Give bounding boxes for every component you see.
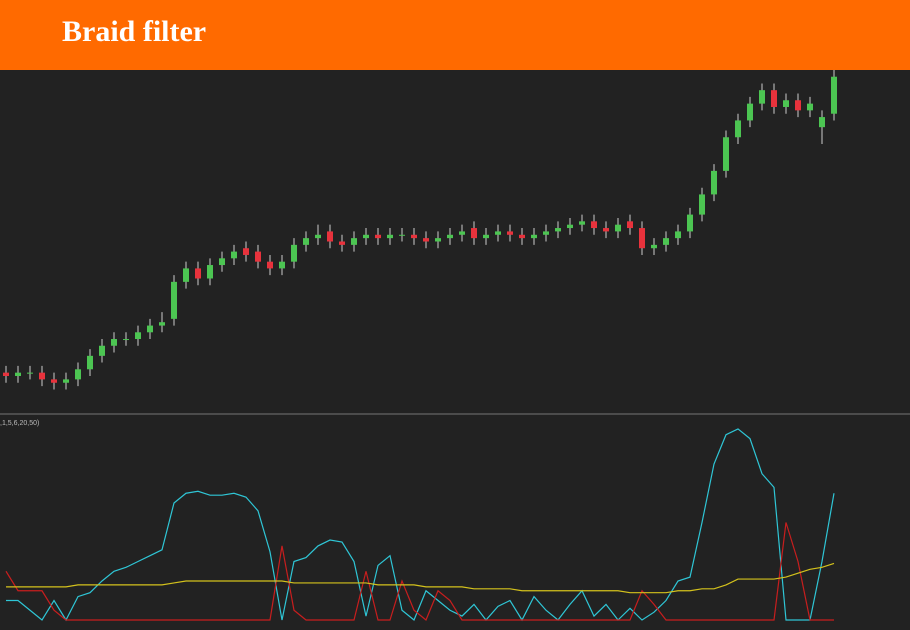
candle-body [603, 228, 609, 232]
candle-body [735, 120, 741, 138]
indicator-line [5, 522, 834, 621]
candle-body [819, 117, 825, 128]
candle-body [663, 238, 669, 245]
candle-body [363, 234, 369, 239]
candle-body [231, 251, 237, 259]
candle-body [87, 355, 93, 370]
candle-body [759, 90, 765, 104]
candle-body [555, 228, 561, 232]
candle-body [207, 265, 213, 279]
candle-body [795, 100, 801, 111]
candle-body [675, 231, 681, 239]
candle-body [747, 103, 753, 121]
candle-body [51, 379, 57, 383]
candle-body [375, 234, 381, 239]
candle-body [411, 234, 417, 239]
candle-body [807, 103, 813, 111]
candle-body [351, 238, 357, 245]
candle-body [3, 372, 9, 377]
candle-body [591, 221, 597, 229]
candle-body [15, 372, 21, 377]
indicator-line [6, 562, 835, 594]
candle-body [39, 372, 45, 380]
candle-body [303, 238, 309, 245]
candle-body [831, 76, 837, 114]
candle-body [135, 332, 141, 340]
candle-body [495, 231, 501, 235]
indicator-label: ,1,5,6,20,50) [0, 420, 39, 427]
candle-body [327, 231, 333, 242]
candle-body [195, 268, 201, 279]
candle-body [27, 372, 33, 374]
candle-body [531, 234, 537, 239]
candle-body [459, 231, 465, 235]
candle-body [255, 251, 261, 262]
candle-body [147, 325, 153, 333]
candle-body [651, 244, 657, 249]
candle-body [783, 100, 789, 107]
candle-body [123, 339, 129, 341]
candle-body [639, 228, 645, 249]
candle-body [483, 234, 489, 239]
candle-body [267, 261, 273, 269]
candle-body [99, 345, 105, 356]
header-bar [0, 0, 910, 70]
candle-body [159, 322, 165, 326]
chart-title: Braid filter [62, 15, 206, 48]
candle-body [183, 268, 189, 282]
candle-body [471, 228, 477, 239]
candle-body [423, 238, 429, 242]
candle-body [447, 234, 453, 239]
candle-body [111, 339, 117, 346]
candle-body [519, 234, 525, 239]
candle-body [219, 258, 225, 266]
candle-body [723, 137, 729, 171]
candle-body [687, 214, 693, 232]
candle-body [627, 221, 633, 229]
candle-body [579, 221, 585, 225]
candle-body [567, 224, 573, 229]
candle-body [711, 170, 717, 195]
candle-body [615, 224, 621, 232]
candle-body [243, 248, 249, 255]
indicator-line [6, 428, 835, 622]
candle-body [771, 90, 777, 107]
candle-body [315, 234, 321, 239]
candle-body [63, 379, 69, 383]
candle-body [435, 238, 441, 242]
candle-body [279, 261, 285, 269]
candle-body [339, 241, 345, 245]
candle-body [543, 231, 549, 235]
candle-body [399, 234, 405, 236]
candle-body [171, 281, 177, 319]
candle-body [387, 234, 393, 239]
candle-body [291, 244, 297, 262]
candle-body [75, 369, 81, 380]
candle-body [699, 194, 705, 215]
candle-body [507, 231, 513, 235]
